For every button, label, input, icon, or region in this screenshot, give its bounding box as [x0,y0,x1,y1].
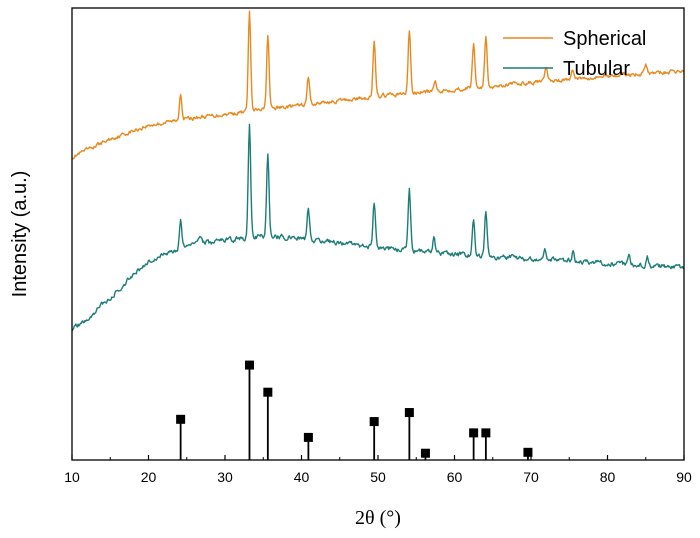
reference-marker [481,428,491,438]
x-axis-ticks: 10 20 30 40 50 60 70 80 90 [64,455,692,485]
series-line-spherical [71,10,685,160]
reference-marker [420,448,430,458]
x-tick-label: 70 [523,469,539,485]
x-tick-label: 30 [217,469,233,485]
y-axis-label: Intensity (a.u.) [9,171,31,298]
x-tick-label: 50 [370,469,386,485]
legend-label-tubular: Tubular [563,58,630,80]
reference-marker [404,408,414,418]
reference-layer [176,360,533,460]
legend-label-spherical: Spherical [563,28,646,50]
series-line-tubular [71,123,685,332]
plot-background [72,8,684,460]
x-tick-label: 10 [64,469,80,485]
reference-marker [469,428,479,438]
x-tick-label: 20 [141,469,157,485]
reference-marker [263,387,273,397]
legend: Spherical Tubular [503,28,646,80]
reference-marker [369,417,379,427]
reference-marker [303,432,313,442]
x-tick-label: 80 [600,469,616,485]
reference-marker [244,360,254,370]
x-tick-label: 60 [447,469,463,485]
x-tick-label: 90 [676,469,692,485]
x-tick-label: 40 [294,469,310,485]
series-layer [71,10,685,332]
x-axis-label: 2θ (°) [355,507,401,529]
reference-marker [523,447,533,457]
reference-marker [176,414,186,424]
